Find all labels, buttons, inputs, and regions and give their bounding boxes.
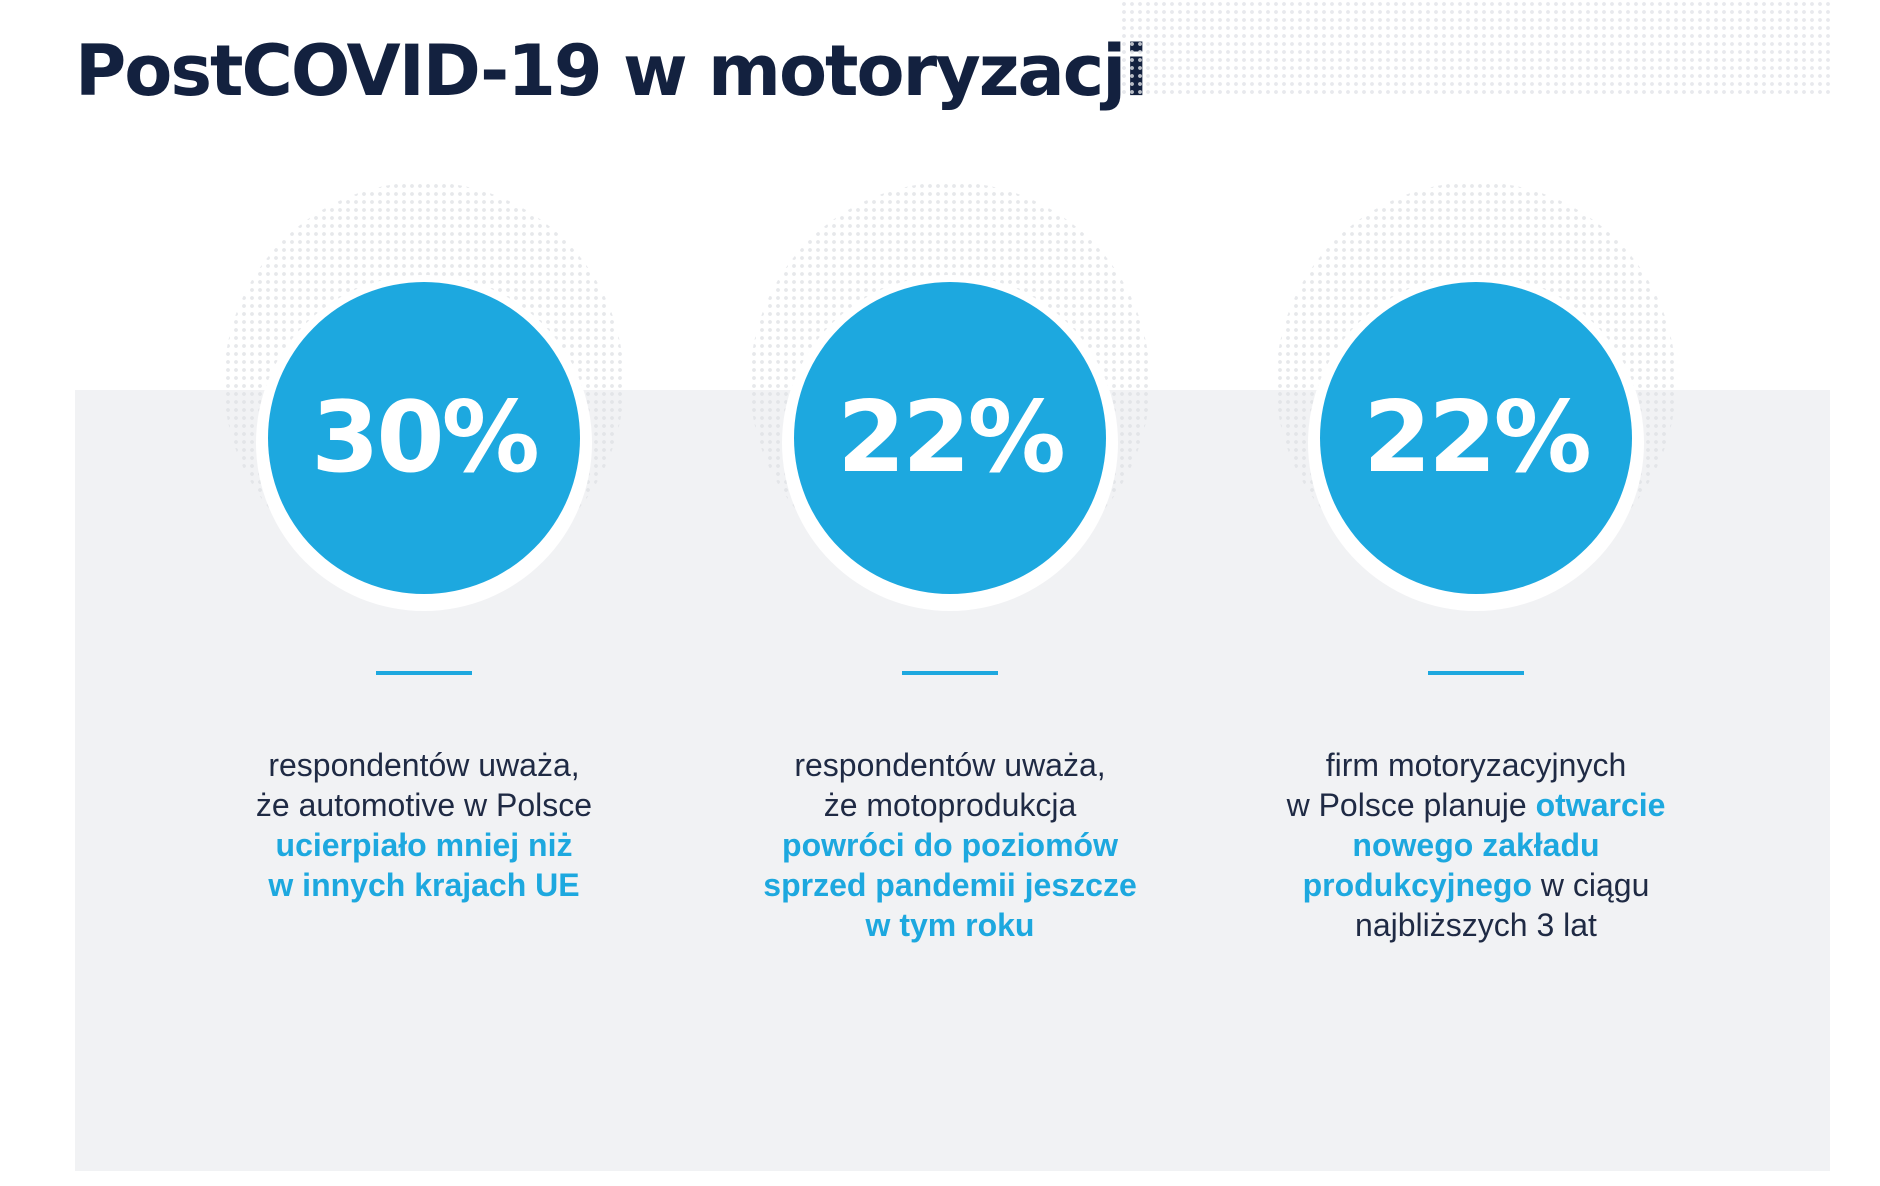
description-text: w ciągu [1540,867,1650,903]
description-text: że automotive w Polsce [255,787,593,823]
description-text: w Polsce planuje [1286,787,1527,823]
page-title: PostCOVID-19 w motoryzacji [75,30,1148,112]
description-highlight: nowego zakładu [1352,827,1600,863]
description-highlight: w innych krajach UE [268,867,580,903]
description-highlight: produkcyjnego [1302,867,1532,903]
description-highlight: w tym roku [865,907,1035,943]
stat-description: respondentów uważa, że automotive w Pols… [184,745,664,905]
description-highlight: powróci do poziomów [782,827,1118,863]
description-highlight: sprzed pandemii jeszcze [763,867,1137,903]
stat-circle: 22% [1320,282,1632,594]
stat-description: respondentów uważa, że motoprodukcja pow… [710,745,1190,945]
stat-card-1: 30% respondentów uważa, że automotive w … [184,0,664,1186]
description-highlight: ucierpiało mniej niż [275,827,573,863]
description-text: że motoprodukcja [823,787,1077,823]
description-text: respondentów uważa, [794,747,1106,783]
divider-line [902,671,998,675]
stat-circle: 22% [794,282,1106,594]
divider-line [376,671,472,675]
description-highlight: otwarcie [1535,787,1666,823]
stat-card-2: 22% respondentów uważa, że motoprodukcja… [710,0,1190,1186]
divider-line [1428,671,1524,675]
stat-value: 30% [311,381,540,495]
stat-card-3: 22% firm motoryzacyjnych w Polsce planuj… [1236,0,1716,1186]
description-text: najbliższych 3 lat [1355,907,1597,943]
description-text: firm motoryzacyjnych [1325,747,1627,783]
description-text: respondentów uważa, [268,747,580,783]
dot-pattern-decoration [1120,0,1830,98]
stat-description: firm motoryzacyjnych w Polsce planuje ot… [1236,745,1716,945]
stat-value: 22% [837,381,1066,495]
stat-value: 22% [1363,381,1592,495]
stat-circle: 30% [268,282,580,594]
